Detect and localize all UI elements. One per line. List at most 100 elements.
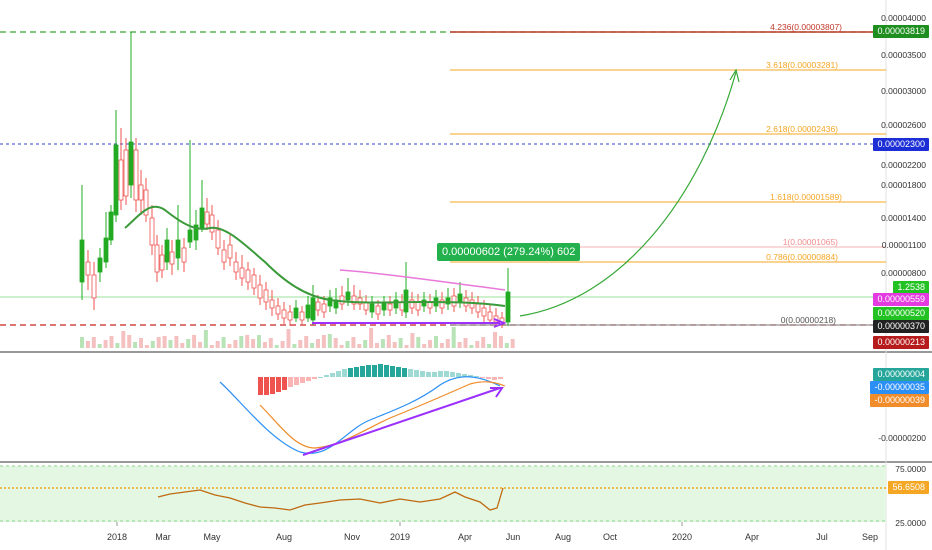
volume-bar	[386, 335, 391, 348]
candle-body	[445, 297, 451, 305]
volume-bar	[292, 344, 297, 348]
volume-bar	[268, 338, 273, 348]
rsi-value-tag: 56.6508	[888, 481, 929, 494]
macd-hist-bar	[492, 377, 497, 380]
candle-body	[310, 297, 316, 321]
volume-bar	[233, 340, 238, 348]
volume-bar	[310, 343, 315, 348]
candle-body	[399, 301, 405, 311]
volume-bar	[451, 327, 456, 348]
price-axis-label: 0.00002200	[881, 160, 926, 170]
time-axis-label: Aug	[275, 532, 293, 542]
price-axis-label: 0.00001800	[881, 180, 926, 190]
fib-label: 0.786(0.00000884)	[766, 252, 838, 262]
macd-hist-bar	[330, 373, 335, 377]
macd-hist-bar	[444, 371, 449, 377]
volume-bar	[221, 337, 226, 348]
tag-3819: 0.00003819	[873, 25, 929, 38]
volume-bar	[298, 340, 303, 348]
candle-body	[315, 301, 321, 311]
time-axis-label: Apr	[744, 532, 760, 542]
fib-label: 1(0.00001065)	[782, 237, 838, 247]
candle-body	[215, 229, 221, 249]
tag-2300: 0.00002300	[873, 138, 929, 151]
volume-bar	[139, 338, 143, 348]
volume-bar	[510, 339, 515, 348]
volume-bar	[416, 337, 421, 348]
time-axis-label: Apr	[457, 532, 473, 542]
volume-bar	[150, 341, 155, 348]
candle-body	[375, 305, 381, 315]
macd-hist-bar	[396, 367, 401, 377]
fib-label: 2.618(0.00002436)	[766, 124, 838, 134]
macd-hist-bar	[270, 377, 275, 394]
fib-label: 4.236(0.00003807)	[770, 22, 842, 32]
volume-bar	[80, 337, 84, 348]
volume-bar	[109, 336, 114, 348]
candle-body	[169, 251, 175, 265]
macd-hist-bar	[438, 371, 443, 377]
candle-body	[227, 244, 233, 259]
macd-hist-bar	[294, 377, 299, 385]
macd-hist-bar	[432, 372, 437, 377]
rsi-axis-lower: 25.0000	[895, 518, 926, 528]
rsi-band	[0, 466, 886, 522]
candle-body	[339, 295, 345, 305]
purple-arrowhead-price	[493, 318, 507, 328]
candles	[79, 32, 511, 328]
candle-body	[239, 267, 245, 279]
projection-arrow	[519, 71, 737, 317]
volume-bar	[404, 345, 409, 348]
macd-hist-bar	[372, 365, 377, 377]
macd-hist-bar	[378, 364, 383, 377]
time-axis-label: Aug	[554, 532, 572, 542]
candle-body	[281, 309, 287, 319]
candle-body	[439, 299, 445, 309]
candle-body	[133, 149, 139, 201]
macd-hist-bar	[384, 365, 389, 377]
volume-bar	[463, 338, 468, 348]
time-axis-label: Nov	[343, 532, 361, 542]
volume-bar	[215, 341, 220, 348]
macd-histogram	[258, 364, 503, 395]
macd-hist-bar	[390, 366, 395, 377]
candle-body	[149, 217, 155, 246]
macd-hist-bar	[258, 377, 263, 395]
volume-bar	[239, 336, 244, 348]
macd-hist-bar	[264, 377, 269, 395]
candle-body	[85, 261, 91, 276]
volume-bar	[180, 343, 185, 348]
candle-body	[481, 307, 487, 317]
macd-line	[219, 376, 501, 454]
volume-bar	[327, 334, 332, 348]
candle-body	[415, 301, 421, 311]
volume-bar	[439, 343, 444, 348]
price-axis-label: 0.00003500	[881, 50, 926, 60]
candle-body	[128, 141, 134, 186]
macd-hist-bar	[336, 371, 341, 377]
volume-bar	[345, 341, 350, 348]
macd-hist-bar	[498, 377, 503, 379]
rsi-line	[157, 487, 504, 511]
candle-body	[181, 247, 187, 263]
candle-body	[327, 297, 333, 307]
candle-body	[251, 274, 257, 289]
volume-bar	[434, 336, 438, 348]
candle-body	[221, 249, 227, 263]
volume-bar	[380, 339, 385, 348]
volume-bar	[445, 339, 450, 348]
volume-bar	[357, 344, 362, 348]
candle-body	[257, 284, 263, 299]
volume-bar	[422, 344, 427, 348]
time-axis-label: Jul	[816, 532, 828, 542]
macd-hist-bar	[276, 377, 281, 392]
volume-bar	[504, 343, 509, 348]
macd-hist-bar	[288, 377, 293, 387]
macd-hist-bar	[426, 372, 431, 377]
candle-body	[263, 289, 269, 303]
candle-body	[143, 189, 149, 216]
volume-bar	[375, 343, 379, 348]
volume-bar	[168, 340, 173, 348]
